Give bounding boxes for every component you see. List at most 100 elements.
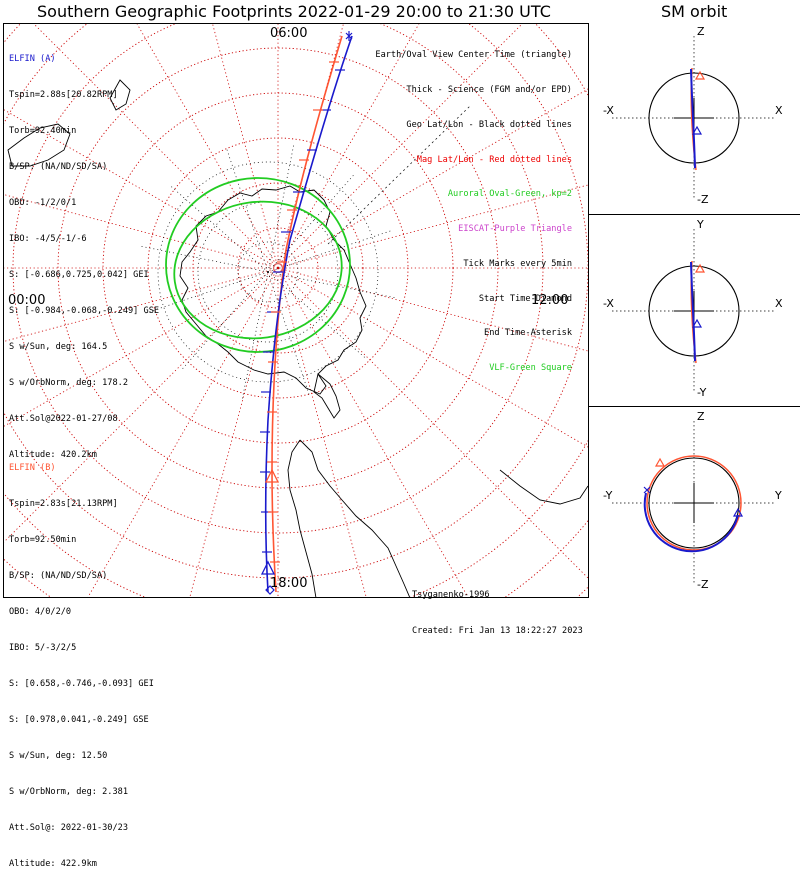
polar-map	[3, 23, 800, 598]
orbit-a-track	[643, 492, 739, 553]
elfin-a-line: Torb=92.40min	[9, 126, 77, 136]
geo-lon-line	[181, 271, 269, 370]
elfin-b-track	[271, 35, 343, 593]
new-zealand-coastline	[109, 79, 131, 111]
stage: Southern Geographic Footprints 2022-01-2…	[3, 2, 800, 869]
elfin-b-center-triangle	[264, 468, 280, 483]
orbit-1-right-label: X	[775, 104, 783, 117]
legend-entry: Earth/Oval View Center Time (triangle)	[375, 50, 572, 61]
mag-lat-circle	[237, 227, 319, 309]
australia-coastline	[7, 123, 71, 167]
orbit-2-bottom-label: -Y	[697, 386, 707, 399]
south-america-coastline	[287, 439, 411, 597]
orbit-panel-1	[612, 36, 776, 200]
elfin-b-line: S: [0.658,-0.746,-0.093] GEI	[9, 679, 154, 689]
peninsula-coastline	[313, 373, 341, 419]
elfin-b-line: S w/OrbNorm, deg: 2.381	[9, 787, 128, 797]
clock-label-bottom: 18:00	[270, 576, 308, 591]
auroral-oval-inner	[173, 200, 343, 340]
orbit-1-bottom-label: -Z	[697, 193, 709, 206]
legend-entry: Auroral Oval-Green, kp=2	[447, 189, 572, 200]
orbit-b-triangle	[694, 70, 706, 80]
mag-lat-circle	[4, 24, 588, 579]
legend-entry: VLF-Green Square	[489, 363, 572, 374]
elfin-a-line: OBO: -1/2/0/1	[9, 198, 77, 208]
mag-lat-circle	[12, 24, 544, 534]
legend-entry: EISCAT-Purple Triangle	[458, 224, 572, 235]
elfin-a-line: IBO: -4/5/-1/-6	[9, 234, 87, 244]
view-direction-line	[327, 105, 471, 245]
auroral-oval-outer	[165, 177, 351, 353]
elfin-a-end-asterisk	[345, 31, 353, 41]
elfin-b-line: Altitude: 422.9km	[9, 859, 97, 869]
orbit-3-left-label: -Y	[603, 489, 613, 502]
orbit-a-triangle	[691, 318, 703, 328]
orbit-b-triangle	[694, 263, 706, 273]
elfin-a-name: ELFIN (A)	[9, 54, 56, 64]
geo-lon-line	[267, 144, 295, 273]
elfin-a-center-triangle	[260, 560, 276, 575]
elfin-a-line: S w/Sun, deg: 164.5	[9, 342, 108, 352]
orbit-a-track	[690, 68, 696, 169]
geo-lon-line	[226, 148, 269, 273]
elfin-b-line: IBO: 5/-3/2/5	[9, 643, 77, 653]
orbit-a-triangle	[691, 125, 703, 135]
elfin-a-line: S: [-0.686,0.725,0.042] GEI	[9, 270, 149, 280]
elfin-a-line: Altitude: 420.2km	[9, 450, 97, 460]
created-label: Created: Fri Jan 13 18:22:27 2023	[412, 626, 583, 636]
orbit-panel-2	[612, 229, 776, 393]
elfin-b-name: ELFIN (B)	[9, 463, 56, 473]
geo-lon-line	[267, 271, 396, 299]
map-layer	[4, 24, 588, 597]
orbit-3-right-label: Y	[775, 489, 782, 502]
orbit-a-track	[690, 261, 696, 362]
orbit-2-left-label: -X	[603, 297, 614, 310]
orbit-panel-3	[612, 421, 776, 585]
geo-lat-circle	[237, 241, 299, 303]
geo-lon-line	[140, 245, 269, 273]
orbit-b-track	[646, 455, 742, 551]
legend-entry: Thick - Science (FGM and/or EPD)	[406, 84, 572, 95]
geo-lon-line	[170, 185, 269, 273]
clock-label-right: 12:00	[531, 293, 569, 308]
legend-entry: End Time-Asterisk	[484, 328, 572, 339]
earth-circle	[648, 457, 740, 549]
geo-lon-line	[241, 271, 269, 400]
orbit-title: SM orbit	[661, 2, 728, 21]
clock-label-top: 06:00	[270, 26, 308, 41]
orbit-3-top-label: Z	[697, 410, 705, 423]
orbit-1-top-label: Z	[697, 25, 705, 38]
elfin-a-line: S: [-0.984,-0.068,-0.249] GSE	[9, 306, 160, 316]
geo-lon-line	[267, 271, 310, 396]
elfin-a-track	[264, 35, 353, 593]
geo-lat-circle	[197, 201, 339, 343]
geo-lat-circle	[157, 161, 379, 383]
legend-entry: Geo Lat/Lon - Black dotted lines	[406, 119, 572, 130]
orbit-a-asterisk	[643, 486, 651, 494]
elfin-a-info: ELFIN (A) Tspin=2.88s[20.82RPM] Torb=92.…	[9, 29, 159, 485]
elfin-b-line: Att.Sol@: 2022-01-30/23	[9, 823, 128, 833]
elfin-b-line: Tspin=2.83s[21.13RPM]	[9, 499, 118, 509]
elfin-b-info: ELFIN (B) Tspin=2.83s[21.13RPM] Torb=92.…	[9, 438, 154, 894]
orbit-1-left-label: -X	[603, 104, 614, 117]
map-title: Southern Geographic Footprints 2022-01-2…	[37, 2, 551, 21]
elfin-b-line: B/SP: (NA/ND/SD/SA)	[9, 571, 108, 581]
orbit-b-triangle	[654, 457, 666, 467]
geo-lon-line	[267, 230, 392, 273]
elfin-a-line: Att.Sol@2022-01-27/08	[9, 414, 118, 424]
orbit-3-bottom-label: -Z	[697, 578, 709, 591]
clock-label-left: 00:00	[8, 293, 46, 308]
elfin-b-line: OBO: 4/0/2/0	[9, 607, 72, 617]
elfin-a-line: Tspin=2.88s[20.82RPM]	[9, 90, 118, 100]
africa-coastline	[499, 469, 588, 505]
legend: Earth/Oval View Center Time (triangle) T…	[375, 27, 572, 398]
footer: Tsyganenko-1996 Created: Fri Jan 13 18:2…	[412, 565, 583, 661]
orbit-2-right-label: X	[775, 297, 783, 310]
elfin-b-line: Torb=92.50min	[9, 535, 77, 545]
elfin-b-line: S: [0.978,0.041,-0.249] GSE	[9, 715, 149, 725]
elfin-a-start-diamond	[265, 585, 275, 595]
mag-lat-circle	[192, 182, 364, 354]
model-label: Tsyganenko-1996	[412, 590, 490, 600]
geo-lon-line	[267, 174, 355, 273]
elfin-a-line: S w/OrbNorm, deg: 178.2	[9, 378, 128, 388]
